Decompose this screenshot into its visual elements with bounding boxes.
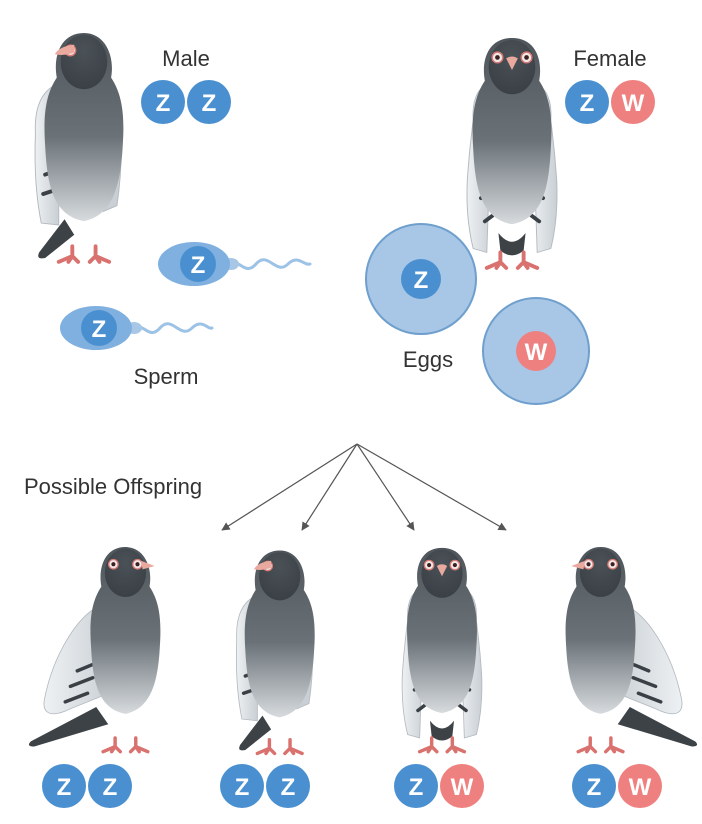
sperm-1: Z [158,242,312,286]
offspring-2-chromosome-2: Z [281,774,296,801]
offspring-1-chromosome-2: Z [103,774,118,801]
offspring-2-pigeon [234,548,317,756]
offspring-3-chromosome-2: W [451,774,474,801]
sperm-1-chromosome: Z [191,252,206,279]
egg-z-chromosome: Z [414,267,429,294]
arrow-offspring-4 [356,443,507,531]
offspring-3-pigeon [400,546,484,754]
egg-w: W [482,297,590,405]
sperm-label: Sperm [134,364,199,389]
male-chromosome-2: Z [202,90,217,117]
offspring-2-chromosome-1: Z [235,774,250,801]
sperm-2-chromosome: Z [92,316,107,343]
offspring-label: Possible Offspring [24,474,202,499]
offspring-4-chromosome-1: Z [587,774,602,801]
arrow-offspring-3 [356,443,415,531]
sperm-2: Z [60,306,214,350]
offspring-1-pigeon [27,545,163,754]
offspring-2-chromosomes: Z Z [220,764,310,808]
female-chromosomes: Z W [565,80,655,124]
offspring-arrows [221,443,507,531]
offspring-4-chromosomes: Z W [572,764,662,808]
offspring-1-chromosome-1: Z [57,774,72,801]
offspring-3-chromosome-1: Z [409,774,424,801]
male-chromosomes: Z Z [141,80,231,124]
offspring-3-chromosomes: Z W [394,764,484,808]
offspring-1-chromosomes: Z Z [42,764,132,808]
eggs-label: Eggs [403,347,453,372]
egg-z: Z [365,223,477,335]
arrow-offspring-1 [221,443,358,531]
female-chromosome-w: W [622,90,645,117]
female-pigeon [465,36,559,270]
offspring-4-chromosome-2: W [629,774,652,801]
egg-w-chromosome: W [525,339,548,366]
female-chromosome-z: Z [580,90,595,117]
male-label: Male [162,46,210,71]
arrow-offspring-2 [301,443,358,531]
female-label: Female [573,46,646,71]
offspring-4-pigeon [566,547,698,752]
male-chromosome-1: Z [156,90,171,117]
male-pigeon [33,31,126,264]
